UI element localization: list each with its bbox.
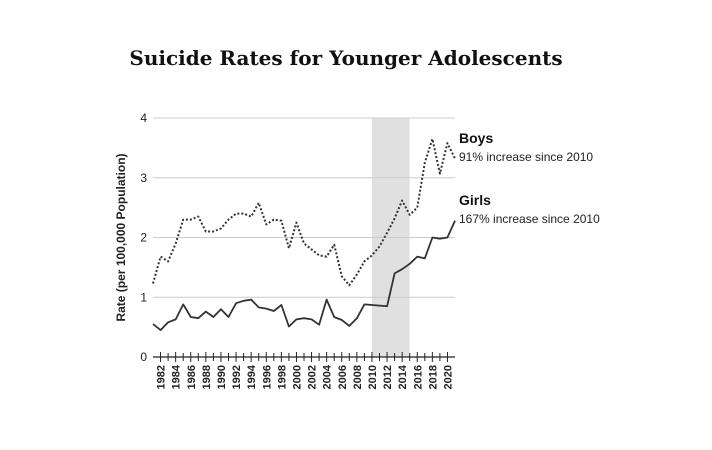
x-tick-label: 1988 xyxy=(201,365,213,389)
x-tick-label: 1984 xyxy=(171,364,183,389)
series-line-girls xyxy=(152,220,456,332)
x-tick-label: 2016 xyxy=(412,365,424,389)
series-note-girls: 167% increase since 2010 xyxy=(459,212,600,226)
series-line-boys xyxy=(152,137,456,287)
x-tick-label: 2000 xyxy=(291,365,303,389)
y-tick-label: 4 xyxy=(140,111,147,125)
x-tick-label: 2010 xyxy=(367,365,379,389)
y-tick-label: 3 xyxy=(140,171,147,185)
x-tick-label: 1982 xyxy=(156,365,168,389)
chart-title: Suicide Rates for Younger Adolescents xyxy=(129,46,562,70)
x-tick-label: 2012 xyxy=(382,365,394,389)
series-label-boys: Boys xyxy=(459,130,493,146)
y-tick-label: 2 xyxy=(140,231,147,245)
x-tick-label: 2004 xyxy=(322,364,334,389)
x-tick-label: 1992 xyxy=(231,365,243,389)
x-tick-label: 2008 xyxy=(352,365,364,389)
x-tick-label: 1986 xyxy=(186,365,198,389)
series-label-girls: Girls xyxy=(459,192,491,208)
y-tick-label: 1 xyxy=(140,290,147,304)
x-tick-label: 2020 xyxy=(442,365,454,389)
x-tick-label: 1998 xyxy=(276,365,288,389)
x-tick-label: 1994 xyxy=(246,364,258,389)
y-axis-label: Rate (per 100,000 Population) xyxy=(114,153,128,321)
x-tick-label: 2002 xyxy=(307,365,319,389)
y-tick-label: 0 xyxy=(140,350,147,364)
x-tick-label: 1990 xyxy=(216,365,228,389)
x-tick-label: 2014 xyxy=(397,364,409,389)
x-tick-label: 2006 xyxy=(337,365,349,389)
x-tick-label: 1996 xyxy=(261,365,273,389)
series-note-boys: 91% increase since 2010 xyxy=(459,150,593,164)
x-tick-label: 2018 xyxy=(427,365,439,389)
